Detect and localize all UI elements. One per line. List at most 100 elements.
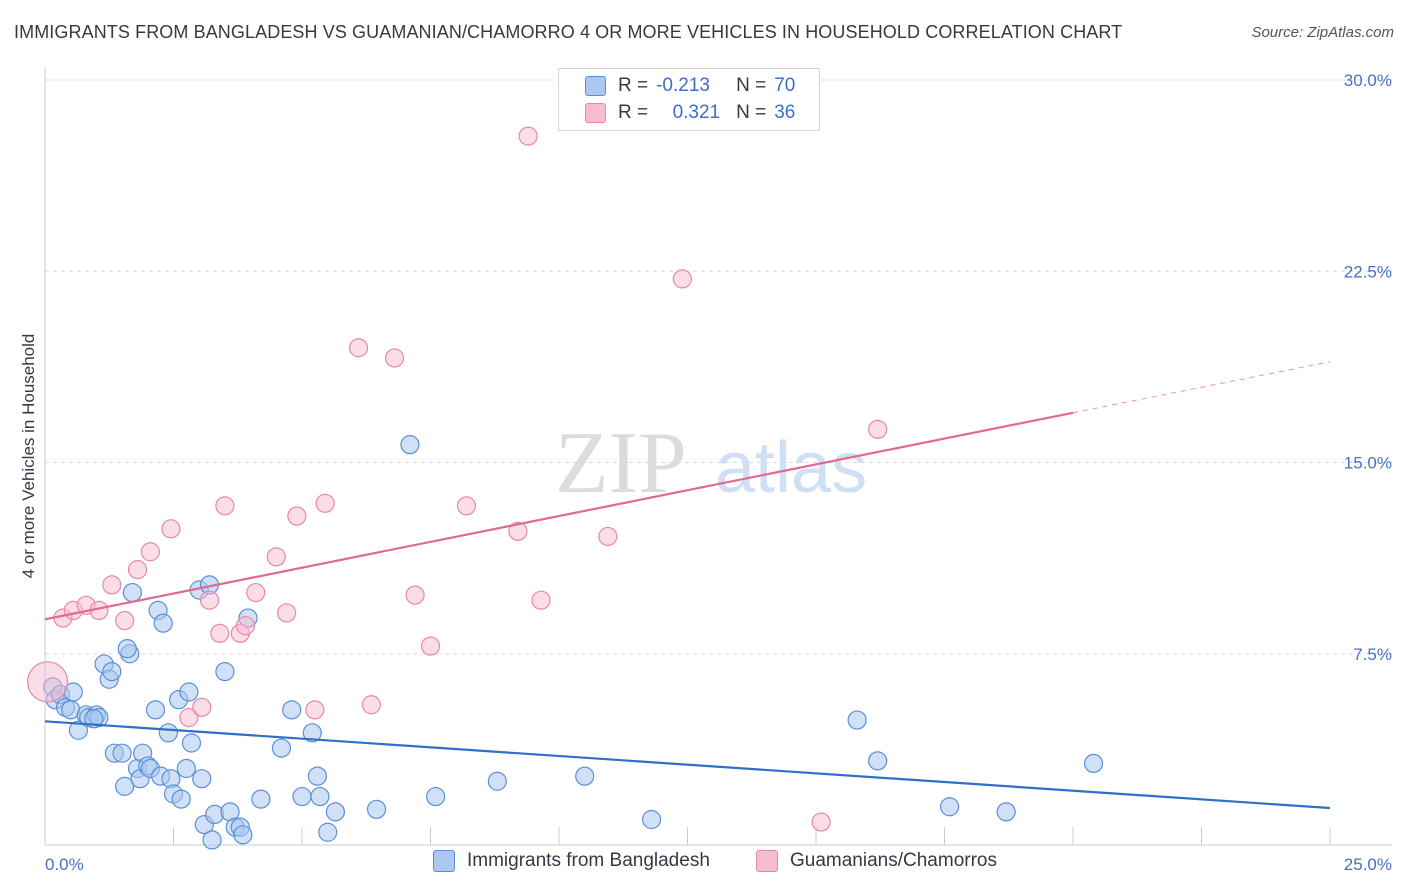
data-point-bangladesh — [117, 639, 137, 659]
data-point-guamanian — [315, 493, 335, 513]
x-tick-label-min: 0.0% — [45, 855, 84, 874]
trend-lines — [44, 361, 1331, 810]
data-point-bangladesh — [202, 830, 222, 850]
data-point-guamanian — [531, 590, 551, 610]
data-point-guamanian — [384, 348, 405, 368]
r-label: R = — [618, 102, 649, 123]
data-point-bangladesh — [400, 435, 420, 455]
data-point-guamanian — [348, 338, 369, 358]
data-point-guamanian — [508, 521, 528, 541]
data-point-bangladesh — [145, 700, 166, 720]
data-point-guamanian — [161, 519, 181, 539]
r-value: -0.213 — [656, 75, 710, 96]
data-point-bangladesh — [282, 700, 302, 720]
data-point-guamanian — [456, 496, 477, 516]
data-point-guamanian — [811, 812, 831, 832]
data-point-bangladesh — [641, 809, 662, 830]
y-axis-tick-labels: 7.5% 15.0% 22.5% 30.0% — [1344, 71, 1392, 664]
trend-line-guamanian — [44, 411, 1074, 621]
data-point-bangladesh — [122, 582, 142, 603]
data-point-guamanian — [361, 695, 381, 715]
data-point-guamanian — [246, 582, 266, 603]
data-point-bangladesh — [487, 771, 507, 791]
data-point-bangladesh — [233, 825, 253, 845]
data-point-bangladesh — [940, 797, 960, 817]
data-point-guamanian — [405, 585, 425, 605]
legend-label: Guamanians/Chamorros — [790, 850, 997, 871]
data-point-guamanian — [420, 636, 441, 656]
legend-row-bangladesh: R = -0.213 N = 70 — [559, 73, 795, 99]
data-point-bangladesh — [251, 789, 271, 809]
pink-swatch — [585, 103, 606, 123]
grid-lines — [45, 79, 1392, 655]
data-point-guamanian — [127, 559, 148, 580]
correlation-legend: R = -0.213 N = 70 R = 0.321 N = 36 — [558, 68, 820, 131]
data-point-bangladesh — [366, 799, 387, 819]
data-point-bangladesh — [292, 786, 312, 807]
legend-label: Immigrants from Bangladesh — [467, 850, 710, 871]
data-point-guamanian — [179, 707, 199, 728]
data-point-bangladesh — [426, 786, 446, 807]
data-point-bangladesh — [868, 751, 888, 771]
data-point-guamanian — [26, 661, 69, 703]
watermark-atlas: atlas — [715, 428, 867, 508]
data-point-guamanian — [287, 506, 307, 526]
watermark-zip: ZIP — [555, 415, 687, 512]
legend-item-guamanian[interactable]: Guamanians/Chamorros — [756, 850, 997, 872]
series-guamanian-points — [26, 126, 888, 832]
data-point-guamanian — [115, 610, 135, 631]
y-tick-label: 15.0% — [1344, 454, 1392, 473]
legend-item-bangladesh[interactable]: Immigrants from Bangladesh — [433, 850, 710, 872]
y-tick-label: 22.5% — [1344, 262, 1392, 281]
data-point-bangladesh — [158, 723, 178, 743]
trend-line-guamanian-extension — [1072, 361, 1331, 414]
data-point-guamanian — [140, 542, 160, 562]
data-point-guamanian — [868, 419, 888, 439]
data-point-bangladesh — [847, 710, 867, 730]
data-point-bangladesh — [176, 758, 196, 779]
y-axis-label: 4 or more Vehicles in Household — [19, 334, 38, 579]
y-tick-label: 30.0% — [1344, 71, 1392, 90]
data-point-bangladesh — [271, 738, 292, 758]
data-point-guamanian — [210, 623, 230, 643]
r-label: R = — [618, 75, 649, 96]
series-bangladesh-points — [43, 435, 1104, 850]
r-value: 0.321 — [672, 102, 721, 123]
data-point-bangladesh — [171, 789, 191, 809]
y-tick-label: 7.5% — [1353, 645, 1392, 664]
trend-line-bangladesh — [44, 720, 1331, 810]
n-label: N = — [736, 102, 767, 123]
data-point-guamanian — [598, 526, 618, 547]
data-point-bangladesh — [318, 822, 338, 842]
data-point-bangladesh — [115, 776, 135, 796]
data-point-bangladesh — [215, 661, 235, 682]
x-tick-label-max: 25.0% — [1344, 855, 1392, 874]
n-label: N = — [736, 75, 767, 96]
data-point-bangladesh — [181, 733, 202, 753]
x-axis-ticks — [44, 827, 1331, 845]
n-value: 70 — [774, 75, 796, 96]
data-point-guamanian — [215, 496, 235, 516]
data-point-bangladesh — [996, 802, 1016, 822]
data-point-guamanian — [266, 547, 286, 567]
data-point-bangladesh — [575, 766, 595, 786]
data-point-bangladesh — [1083, 753, 1104, 774]
data-point-bangladesh — [192, 769, 212, 789]
blue-swatch — [433, 850, 455, 872]
data-point-bangladesh — [179, 682, 199, 702]
data-point-bangladesh — [68, 720, 89, 740]
data-point-guamanian — [199, 590, 220, 610]
data-point-bangladesh — [307, 766, 328, 786]
data-point-guamanian — [235, 616, 256, 636]
data-point-bangladesh — [112, 743, 132, 763]
data-point-guamanian — [276, 603, 297, 623]
data-point-guamanian — [518, 126, 538, 146]
data-point-bangladesh — [302, 723, 322, 743]
legend-row-guamanian: R = 0.321 N = 36 — [559, 100, 795, 126]
data-point-guamanian — [672, 269, 692, 289]
data-point-bangladesh — [102, 661, 122, 682]
chart-title: IMMIGRANTS FROM BANGLADESH VS GUAMANIAN/… — [14, 22, 1123, 42]
data-point-guamanian — [305, 700, 325, 720]
n-value: 36 — [774, 102, 796, 123]
